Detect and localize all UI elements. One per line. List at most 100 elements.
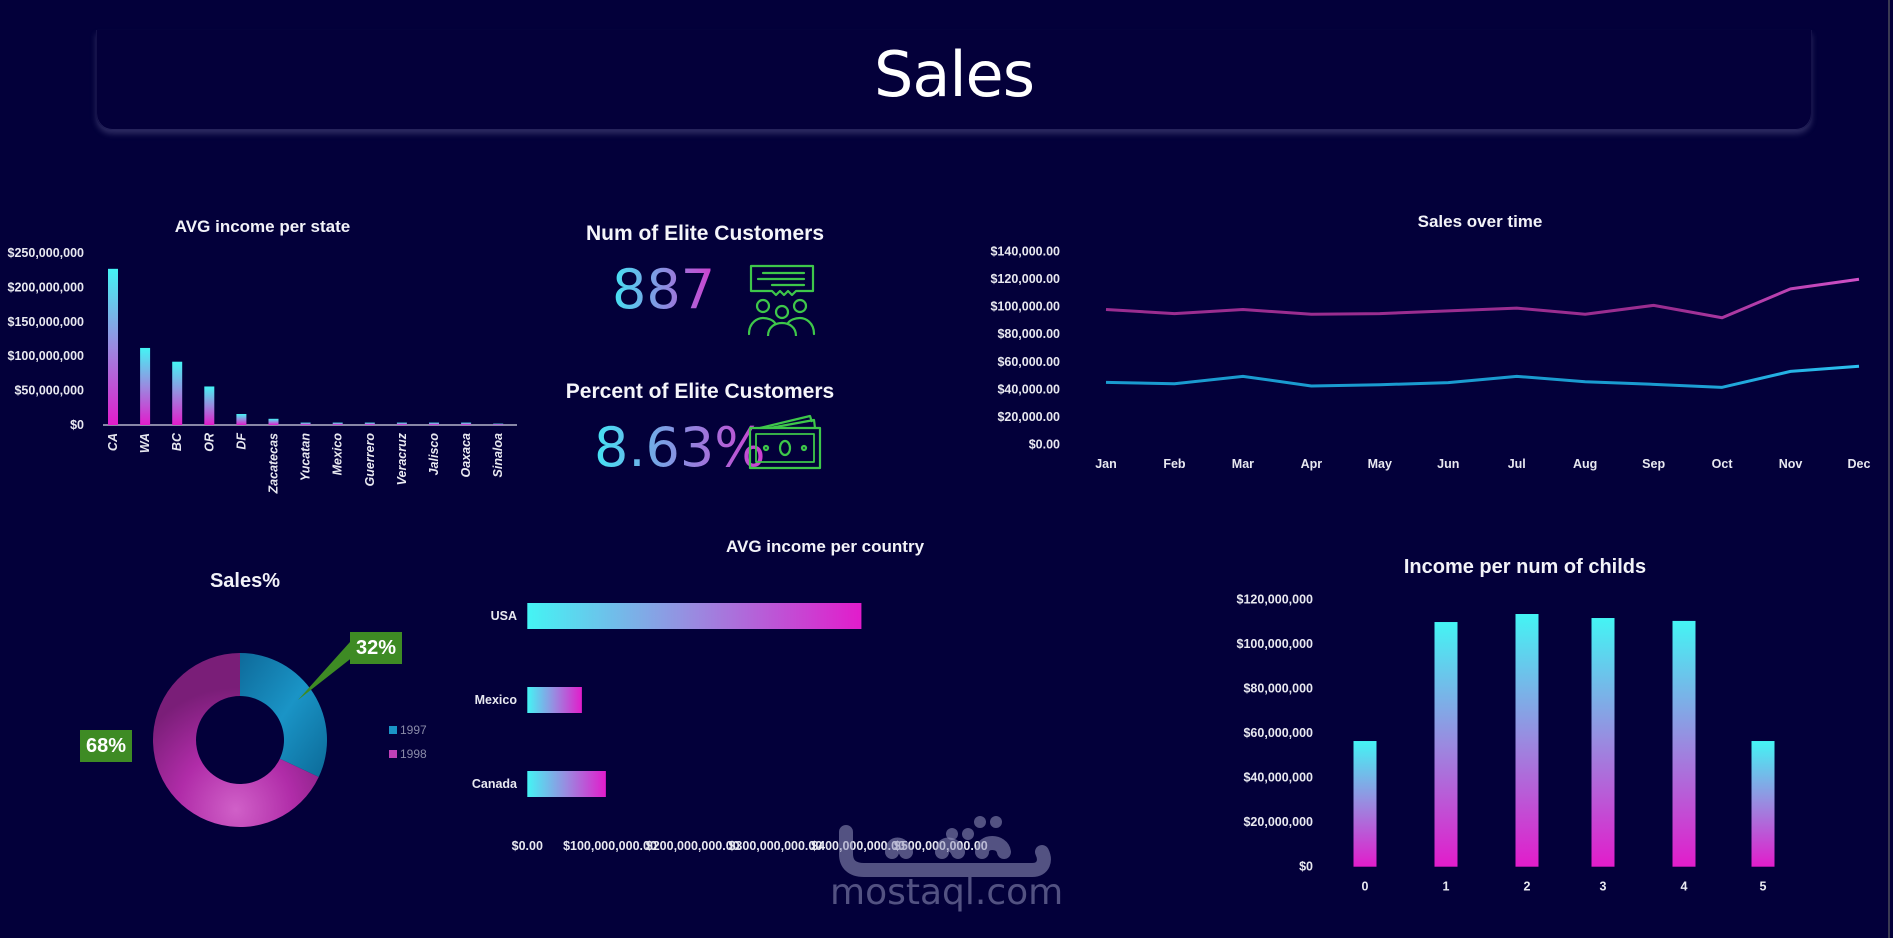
x-tick-label: 3	[1600, 880, 1607, 894]
sales-time-title: Sales over time	[1417, 212, 1543, 231]
x-tick-label: CA	[106, 433, 120, 451]
x-tick-label: Jul	[1508, 457, 1526, 471]
bar-veracruz	[396, 422, 407, 425]
legend-item-1997: 1997	[389, 723, 427, 737]
x-tick-label: $400,000,000.00	[811, 839, 905, 853]
header-banner: Sales	[96, 30, 1812, 130]
x-tick-label: Zacatecas	[267, 433, 281, 495]
bar-childs-1	[1434, 622, 1458, 867]
watermark-logo-icon	[839, 816, 1051, 877]
sales-percent-donut	[153, 653, 327, 827]
x-tick-label: $300,000,000.00	[728, 839, 822, 853]
cash-bills-icon	[748, 414, 822, 470]
y-tick-label: $100,000.00	[990, 300, 1060, 314]
x-tick-label: DF	[234, 433, 248, 450]
bar-childs-0	[1353, 741, 1377, 867]
y-tick-label: $200,000,000	[8, 280, 85, 294]
x-tick-label: $0.00	[512, 839, 543, 853]
childs-income-chart: $0 $20,000,000 $40,000,000 $60,000,000 $80,0…	[1237, 592, 1775, 894]
x-tick-label: $200,000,000.00	[646, 839, 740, 853]
sales-percent-title: Sales%	[209, 570, 281, 592]
x-tick-label: Jalisco	[427, 433, 441, 476]
kpi-elite-percent-title: Percent of Elite Customers	[565, 380, 835, 403]
kpi-elite-count-value: 887	[612, 258, 716, 321]
state-chart-title: AVG income per state	[174, 217, 351, 236]
x-tick-label: 2	[1524, 880, 1531, 894]
x-tick-label: Oct	[1712, 457, 1734, 471]
y-tick-label: $40,000.00	[997, 382, 1060, 396]
x-tick-label: Aug	[1573, 457, 1597, 471]
state-income-chart: $0 $50,000,000 $100,000,000 $150,000,000 $20…	[8, 246, 517, 495]
x-tick-label: Sep	[1642, 457, 1665, 471]
bar-oaxaca	[461, 422, 472, 425]
bar-childs-2	[1515, 614, 1539, 867]
y-tick-label: $120,000.00	[990, 272, 1060, 286]
y-tick-label: $250,000,000	[8, 246, 85, 260]
kpi-elite-percent-value: 8.63%	[594, 416, 766, 479]
series-line-1997	[1105, 364, 1860, 389]
y-tick-label: $140,000.00	[990, 245, 1060, 259]
x-tick-label: Feb	[1163, 457, 1186, 471]
bar-jalisco	[429, 422, 439, 425]
y-tick-label: $60,000.00	[997, 355, 1060, 369]
bar-childs-4	[1672, 620, 1696, 867]
legend-label-1997: 1997	[400, 723, 427, 737]
x-tick-label: OR	[202, 433, 216, 452]
bar-ca	[108, 268, 118, 425]
x-tick-label: 1	[1443, 880, 1450, 894]
y-tick-label: $20,000.00	[997, 410, 1060, 424]
x-tick-label: Mar	[1232, 457, 1254, 471]
bar-guerrero	[364, 422, 375, 425]
watermark-text: mostaql.com	[830, 872, 1064, 913]
x-tick-label: Veracruz	[395, 432, 409, 485]
legend-item-1998: 1998	[389, 747, 427, 761]
bar-sinaloa	[493, 423, 504, 425]
y-tick-label: Mexico	[475, 693, 518, 707]
x-tick-label: Dec	[1848, 457, 1871, 471]
donut-slice-1997	[240, 653, 327, 778]
y-tick-label: $20,000,000	[1243, 815, 1313, 829]
donut-callout-leaders	[118, 642, 372, 772]
x-tick-label: Mexico	[331, 433, 345, 476]
bar-df	[236, 413, 247, 425]
x-tick-label: Sinaloa	[491, 433, 505, 478]
kpi-elite-count-title: Num of Elite Customers	[585, 222, 825, 245]
x-tick-label: Oaxaca	[459, 433, 473, 478]
series-line-1998	[1105, 277, 1860, 320]
x-tick-label: 0	[1362, 880, 1369, 894]
x-tick-label: Nov	[1779, 457, 1803, 471]
x-tick-label: 4	[1681, 880, 1688, 894]
legend-swatch-1997	[389, 726, 397, 734]
bar-mexico	[527, 687, 582, 713]
people-chat-icon	[748, 264, 816, 336]
y-tick-label: $60,000,000	[1243, 726, 1313, 740]
childs-chart-title: Income per num of childs	[1403, 556, 1647, 578]
country-chart-title: AVG income per country	[725, 537, 925, 556]
y-tick-label: $0	[70, 418, 84, 432]
y-tick-label: Canada	[472, 777, 518, 791]
y-tick-label: $100,000,000	[8, 349, 85, 363]
bar-usa	[527, 603, 862, 629]
bar-bc	[172, 361, 183, 425]
page-title: Sales	[873, 38, 1035, 111]
bar-yucatan	[300, 422, 311, 425]
bar-childs-3	[1591, 618, 1615, 867]
y-tick-label: $0.00	[1029, 437, 1060, 451]
x-tick-label: BC	[170, 432, 184, 451]
x-tick-label: 5	[1760, 880, 1767, 894]
bar-canada	[527, 771, 606, 797]
x-tick-label: Yucatan	[299, 433, 313, 482]
x-tick-label: WA	[138, 433, 152, 453]
bar-or	[204, 386, 215, 425]
x-tick-label: Guerrero	[363, 433, 377, 487]
country-income-chart: USA Mexico Canada $0.00 $100,000,000.00$200,…	[472, 603, 988, 853]
label-1998-percent: 68%	[80, 730, 133, 762]
y-tick-label: $80,000.00	[997, 327, 1060, 341]
y-tick-label: $0	[1299, 860, 1313, 874]
y-tick-label: $50,000,000	[14, 384, 84, 398]
y-tick-label: $80,000,000	[1243, 681, 1313, 695]
legend-swatch-1998	[389, 750, 397, 758]
x-tick-label: $100,000,000.00	[563, 839, 657, 853]
x-tick-label: Jan	[1095, 457, 1117, 471]
x-tick-label: Apr	[1301, 457, 1323, 471]
